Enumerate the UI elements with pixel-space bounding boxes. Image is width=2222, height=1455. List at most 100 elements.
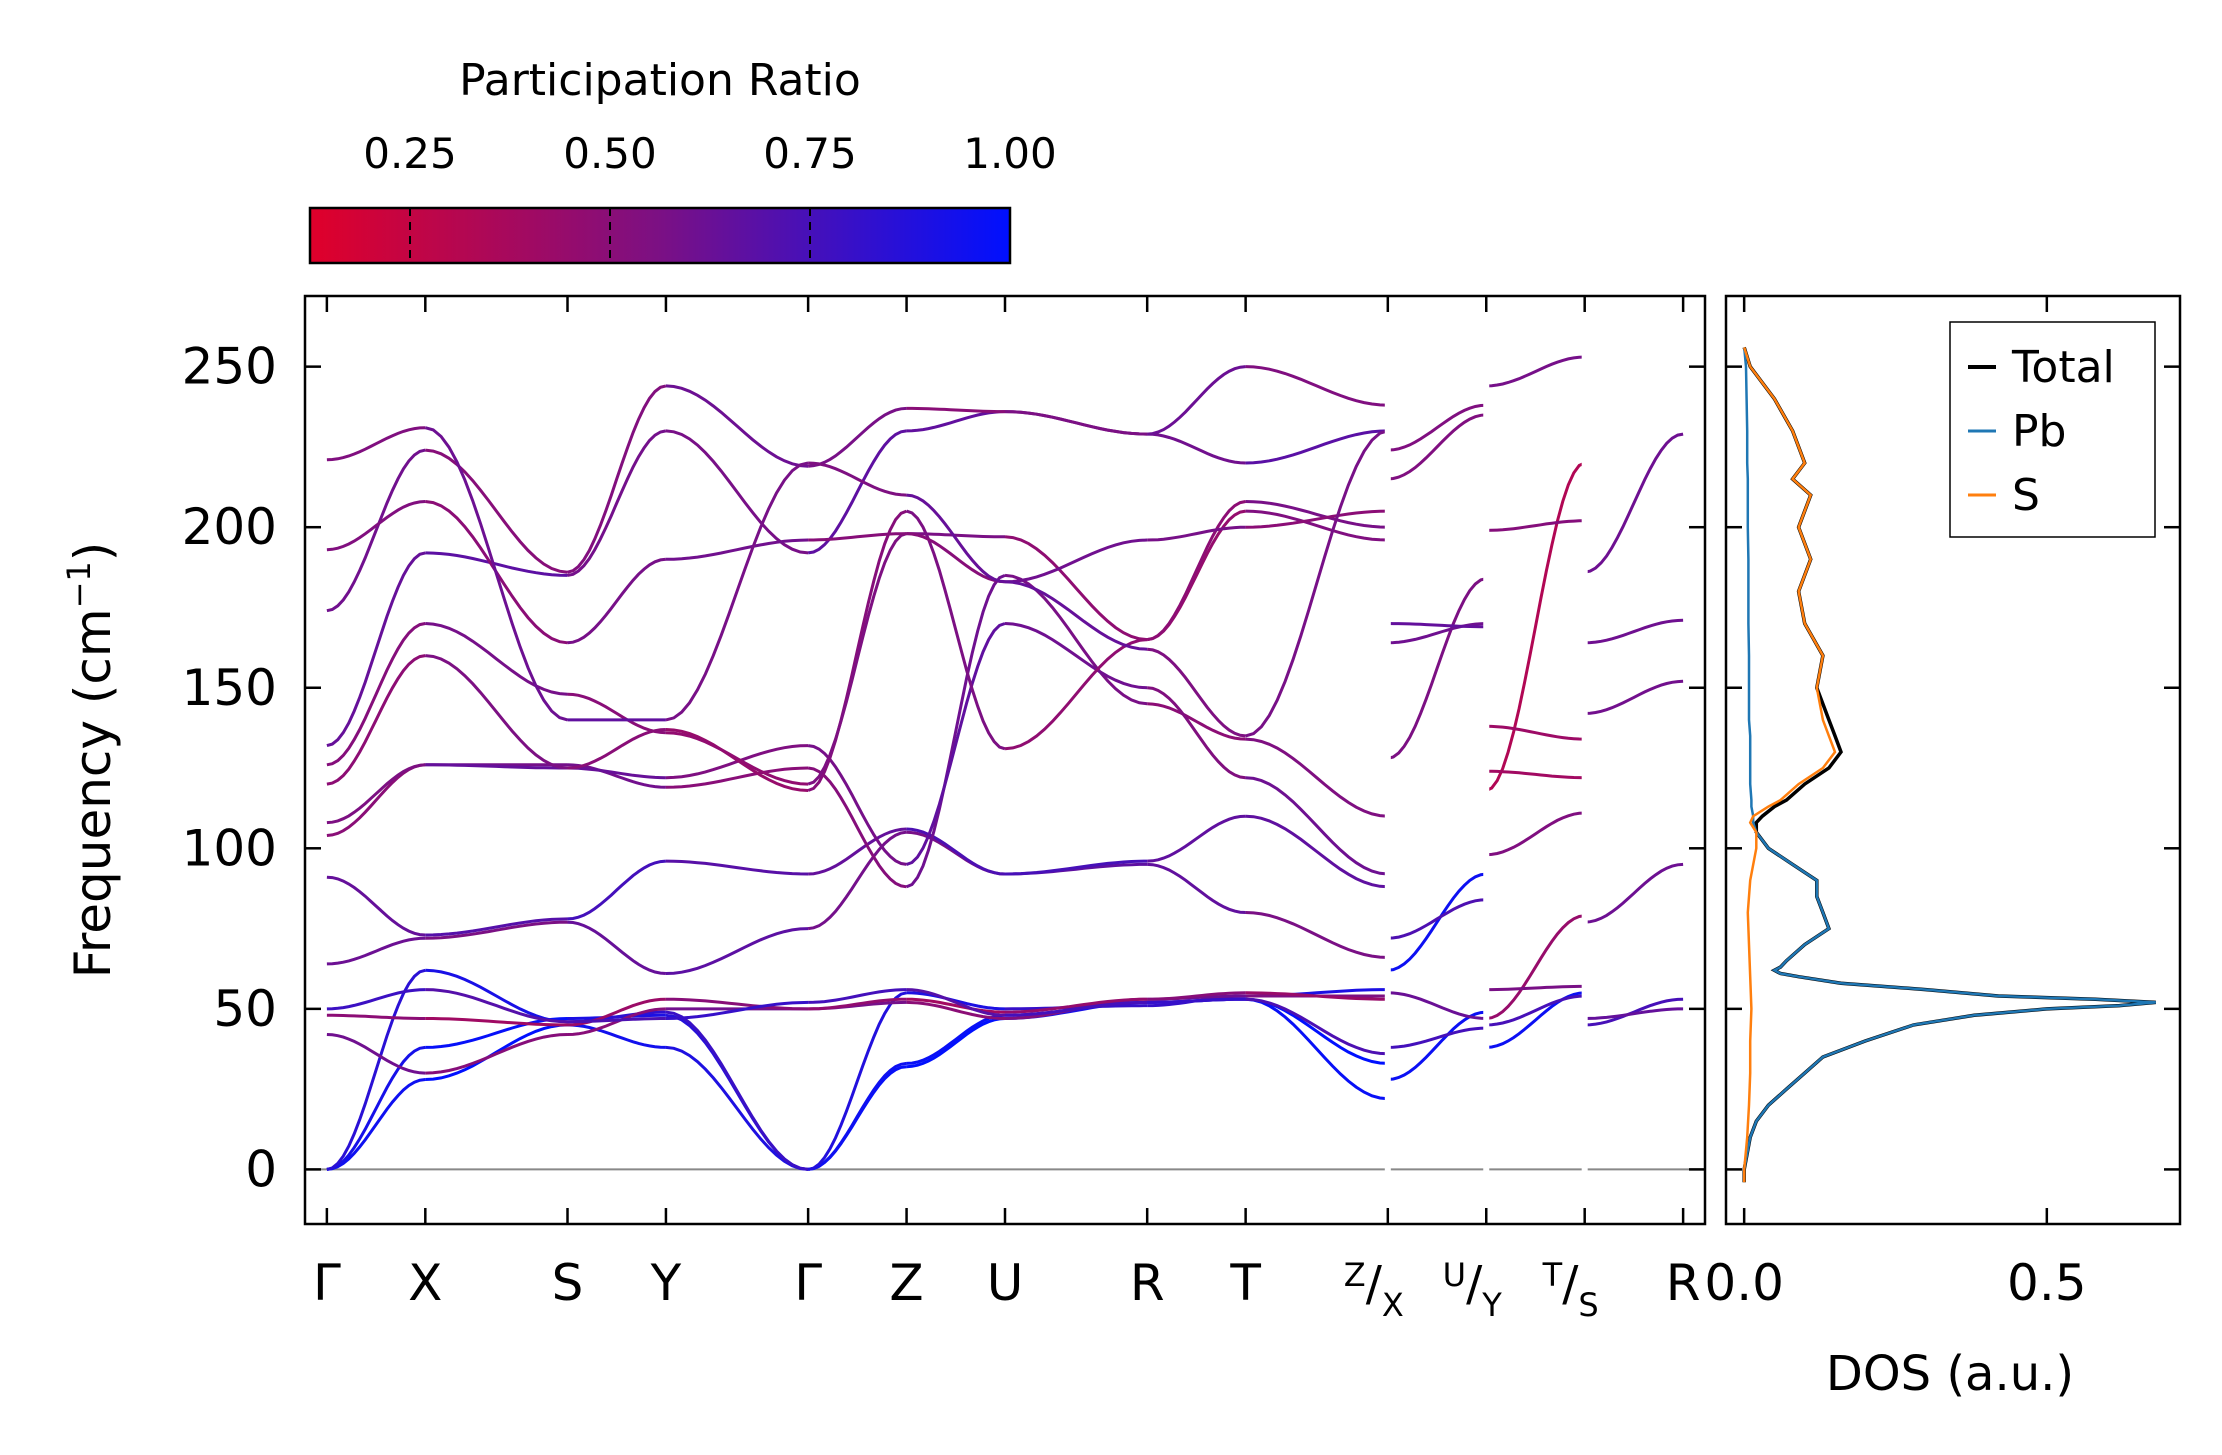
band-sr-6 — [1584, 432, 1684, 574]
y-tick-label: 200 — [182, 498, 277, 556]
band-segment — [808, 988, 907, 1004]
band-segment — [1146, 500, 1246, 642]
band-segment — [425, 448, 568, 574]
band-segment — [425, 917, 568, 937]
band-segment — [906, 509, 1006, 751]
band-segment — [807, 830, 907, 931]
dos-line-Pb — [1742, 347, 2156, 1183]
colorbar-tick-label: 1.00 — [963, 129, 1057, 178]
band-segment — [665, 1045, 809, 1171]
band-segment — [567, 1007, 666, 1036]
band-segment — [326, 1045, 426, 1171]
kpath-tick-label: Z/X — [1344, 1256, 1404, 1324]
legend-label-Pb: Pb — [2012, 406, 2066, 457]
band-segment — [326, 875, 426, 937]
kpath-label-top: T — [1542, 1256, 1563, 1294]
band-xu-9 — [1387, 403, 1487, 452]
band-segment — [1147, 991, 1246, 1001]
band-segment — [1245, 737, 1388, 818]
band-sr-5 — [1584, 618, 1684, 645]
band-segment — [1584, 862, 1684, 924]
band-segment — [1004, 410, 1148, 436]
band-segment — [1245, 500, 1388, 529]
band-segment — [665, 1010, 809, 1171]
band-segment — [326, 1013, 426, 1020]
band-segment — [1584, 432, 1684, 574]
band-segment — [665, 731, 809, 786]
band-segment — [807, 1061, 907, 1171]
band-segment — [567, 859, 667, 921]
y-tick-label: 150 — [182, 659, 277, 717]
colorbar-title: Participation Ratio — [459, 55, 861, 106]
band-segment — [906, 827, 1006, 876]
band-segment — [808, 532, 907, 542]
band-low-optic-1 — [326, 994, 1388, 1075]
band-segment — [1486, 811, 1585, 857]
band-segment — [1245, 509, 1388, 529]
band-segment — [1245, 776, 1388, 876]
band-segment — [807, 406, 907, 468]
kpath-axis: Γ X S Y Γ Z U R T Z/XU/YT/S R — [313, 296, 1701, 1324]
band-segment — [567, 557, 667, 645]
band-yt-8 — [1486, 724, 1585, 741]
band-segment — [1245, 365, 1388, 407]
band-segment — [1584, 997, 1684, 1027]
band-segment — [567, 728, 666, 770]
band-segment — [906, 406, 1005, 414]
band-segment — [1387, 991, 1487, 1020]
kpath-label-bottom: Y — [1481, 1286, 1502, 1324]
dos-plot-frame — [1724, 294, 2182, 1226]
band-segment — [425, 1017, 568, 1027]
kpath-label-slash: / — [1562, 1256, 1579, 1312]
band-sr-1 — [1584, 997, 1684, 1027]
band-acoustic-3 — [326, 968, 1388, 1171]
band-segment — [326, 500, 426, 552]
band-yt-5 — [1486, 811, 1585, 857]
phonon-bands — [326, 296, 1684, 1224]
band-segment — [665, 429, 809, 555]
band-segment — [1486, 994, 1585, 1027]
band-xu-4 — [1387, 872, 1487, 972]
band-segment — [1486, 724, 1585, 741]
kpath-tick-label: Z — [889, 1254, 923, 1312]
band-yt-1 — [1486, 991, 1585, 1049]
band-segment — [326, 988, 426, 1011]
band-xu-5 — [1387, 898, 1487, 940]
band-segment — [1245, 429, 1389, 738]
dos-axis: 0.0 0.5 — [1704, 296, 2180, 1312]
band-segment — [326, 1078, 426, 1171]
band-segment — [425, 622, 568, 696]
band-segment — [1147, 647, 1246, 738]
y-tick-label: 250 — [182, 338, 277, 396]
band-segment — [665, 859, 809, 876]
kpath-label-top: U — [1443, 1256, 1466, 1294]
band-segment — [1245, 509, 1388, 542]
band-segment — [1147, 432, 1246, 465]
band-segment — [567, 997, 666, 1027]
band-plot-frame — [303, 294, 1707, 1226]
band-segment — [425, 654, 568, 770]
band-yt-2 — [1486, 994, 1585, 1027]
band-segment — [1147, 862, 1246, 914]
band-yt-3 — [1486, 914, 1585, 1020]
legend-label-S: S — [2012, 470, 2040, 521]
band-segment — [567, 384, 667, 574]
band-segment — [1387, 577, 1487, 760]
band-segment — [1486, 769, 1585, 780]
band-segment — [1486, 355, 1585, 388]
band-segment — [808, 997, 907, 1011]
band-segment — [1004, 1000, 1148, 1017]
dos-x-tick-label: 0.0 — [1704, 1254, 1784, 1312]
band-xu-7 — [1387, 622, 1487, 645]
band-segment — [1387, 1026, 1487, 1049]
kpath-tick-label: T — [1229, 1254, 1261, 1312]
kpath-tick-label: Γ — [313, 1254, 341, 1312]
band-xu-2 — [1387, 1026, 1487, 1049]
kpath-label-bottom: S — [1578, 1286, 1598, 1324]
kpath-tick-label: T/S — [1542, 1256, 1599, 1324]
band-segment — [808, 827, 907, 876]
band-segment — [665, 538, 809, 561]
band-segment — [1004, 580, 1148, 651]
band-segment — [326, 654, 426, 786]
